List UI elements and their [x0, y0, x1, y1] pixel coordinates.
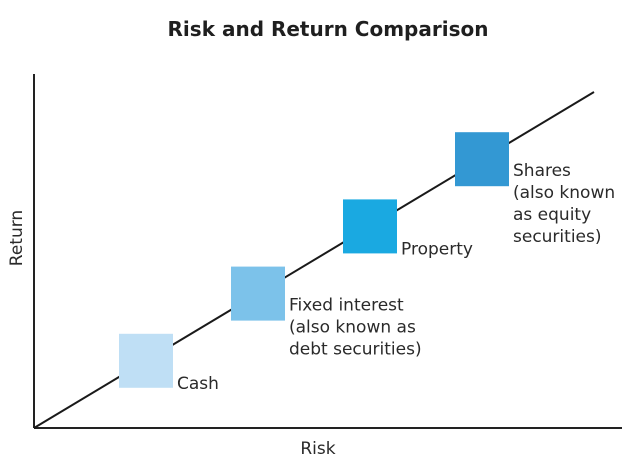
trend-line	[33, 91, 595, 429]
data-label-line: Fixed interest	[289, 296, 404, 316]
y-axis-label: Return	[7, 210, 27, 266]
data-label-line: as equity	[513, 205, 591, 225]
data-label-line: debt securities)	[289, 340, 422, 360]
data-label-1: Cash	[177, 374, 219, 394]
data-label-line: (also known as	[289, 318, 416, 338]
data-label-line: (also known	[513, 183, 615, 203]
data-label-line: Shares	[513, 161, 571, 181]
data-marks: Cash Fixed interest (also known as debt sec…	[119, 132, 615, 394]
data-label-line: securities)	[513, 227, 602, 247]
x-axis-label: Risk	[300, 439, 335, 459]
data-label-line: Property	[401, 239, 473, 259]
chart-title: Risk and Return Comparison	[168, 17, 489, 41]
data-point-1	[119, 333, 173, 388]
data-label-line: Cash	[177, 374, 219, 394]
data-point-2	[231, 266, 285, 321]
data-label-3: Property	[401, 239, 473, 259]
data-label-4: Shares (also known as equity securities)	[513, 161, 615, 247]
data-label-2: Fixed interest (also known as debt securit…	[289, 296, 422, 360]
data-point-3	[343, 199, 397, 254]
data-point-4	[455, 132, 509, 187]
